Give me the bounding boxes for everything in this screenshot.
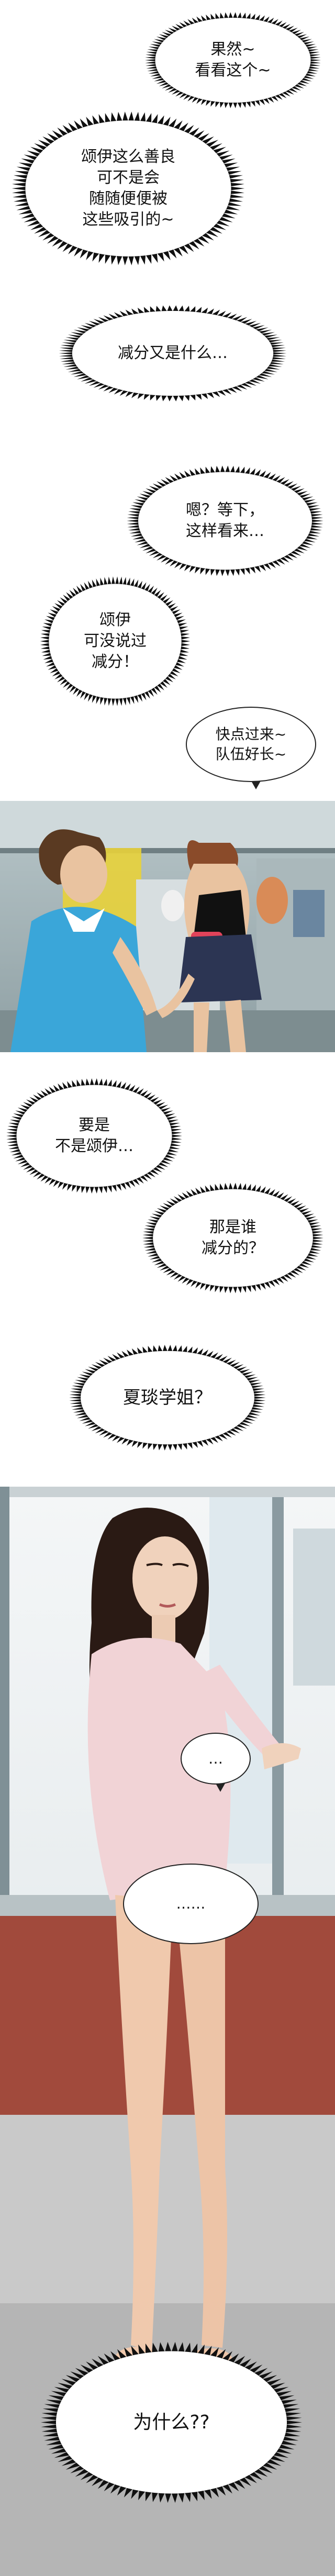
speech-bubble-10: … [181,1733,251,1792]
boy-figure [10,829,157,1052]
speech-bubble-6: 快点过来~ 队伍好长~ [186,707,316,789]
thought-bubble-3: 减分又是什么… [58,301,288,406]
bubble-text: 颂伊 可没说过 减分！ [84,611,147,671]
thought-bubble-4: 嗯？等下， 这样看来… [126,461,325,581]
bubble-text: 减分又是什么… [118,344,228,362]
bubble-text: 为什么?? [133,2411,210,2433]
thought-bubble-9: 夏琰学姐？ [68,1340,267,1455]
woman-figure [87,1508,301,2371]
bubble-text: 那是谁 减分的？ [202,1218,264,1257]
bubble-text: 果然~ 看看这个~ [195,40,271,80]
bubble-text: 嗯？等下， 这样看来… [186,501,264,540]
thought-bubble-8: 那是谁 减分的？ [141,1178,325,1298]
thought-bubble-1: 果然~ 看看这个~ [144,8,322,113]
bubble-text: 颂伊这么善良 可不是会 随随便便被 这些吸引的~ [81,148,175,229]
bubble-text: 要是 不是颂伊… [55,1116,133,1155]
panel-station-scene [0,801,335,1052]
thought-bubble-5: 颂伊 可没说过 减分！ [39,571,191,712]
bubble-text: 夏琰学姐？ [123,1387,212,1408]
thought-bubble-7: 要是 不是颂伊… [5,1073,183,1199]
thought-bubble-2: 颂伊这么善良 可不是会 随随便便被 这些吸引的~ [10,105,246,272]
speech-bubble-11: …… [123,1864,259,1944]
girl-figure [157,840,262,1052]
station-illustration [0,801,335,1052]
thought-bubble-12: 为什么?? [39,2335,304,2510]
